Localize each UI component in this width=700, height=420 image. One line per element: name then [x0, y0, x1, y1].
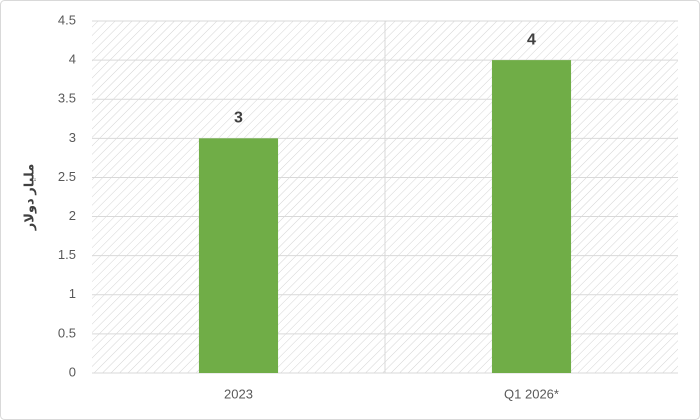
- y-tick-label: 3: [69, 130, 76, 145]
- y-tick-label: 1.5: [58, 247, 76, 262]
- value-label: 4: [527, 31, 536, 48]
- y-tick-label: 0: [69, 364, 76, 379]
- bar: [198, 138, 279, 373]
- x-tick-label: Q1 2026*: [504, 386, 559, 401]
- value-label: 3: [234, 110, 243, 127]
- y-tick-label: 4: [69, 52, 76, 67]
- y-tick-label: 2: [69, 208, 76, 223]
- y-tick-label: 4.5: [58, 12, 76, 27]
- y-tick-label: 0.5: [58, 325, 76, 340]
- y-tick-label: 3.5: [58, 91, 76, 106]
- bar: [491, 60, 572, 373]
- y-tick-label: 1: [69, 286, 76, 301]
- y-axis-label: مليار دولار: [21, 164, 36, 232]
- y-tick-label: 2.5: [58, 169, 76, 184]
- x-tick-label: 2023: [224, 386, 253, 401]
